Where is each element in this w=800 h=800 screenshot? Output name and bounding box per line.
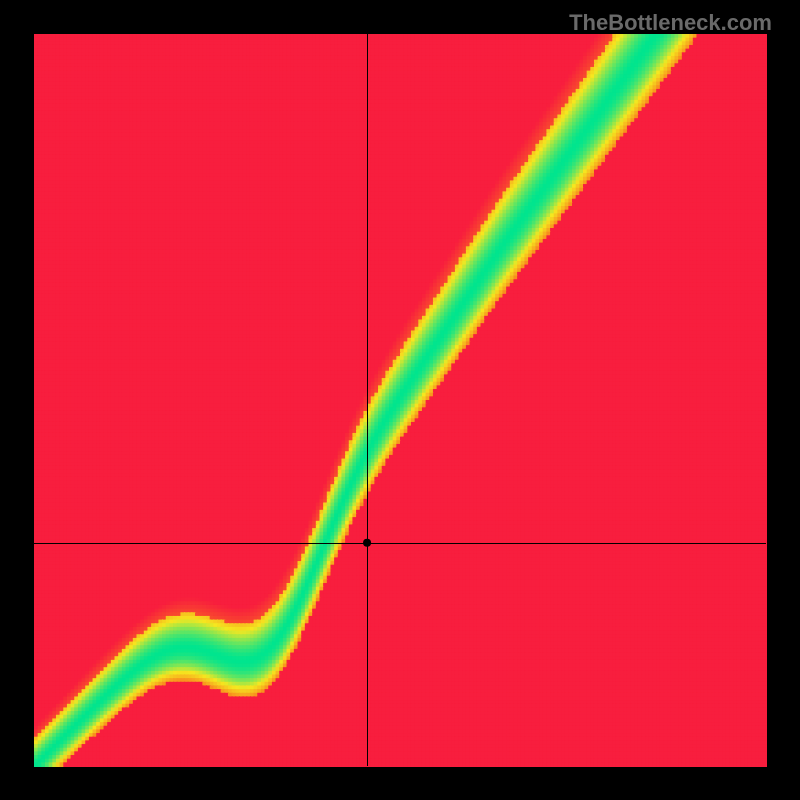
watermark-text: TheBottleneck.com [569,10,772,36]
bottleneck-heatmap [0,0,800,800]
